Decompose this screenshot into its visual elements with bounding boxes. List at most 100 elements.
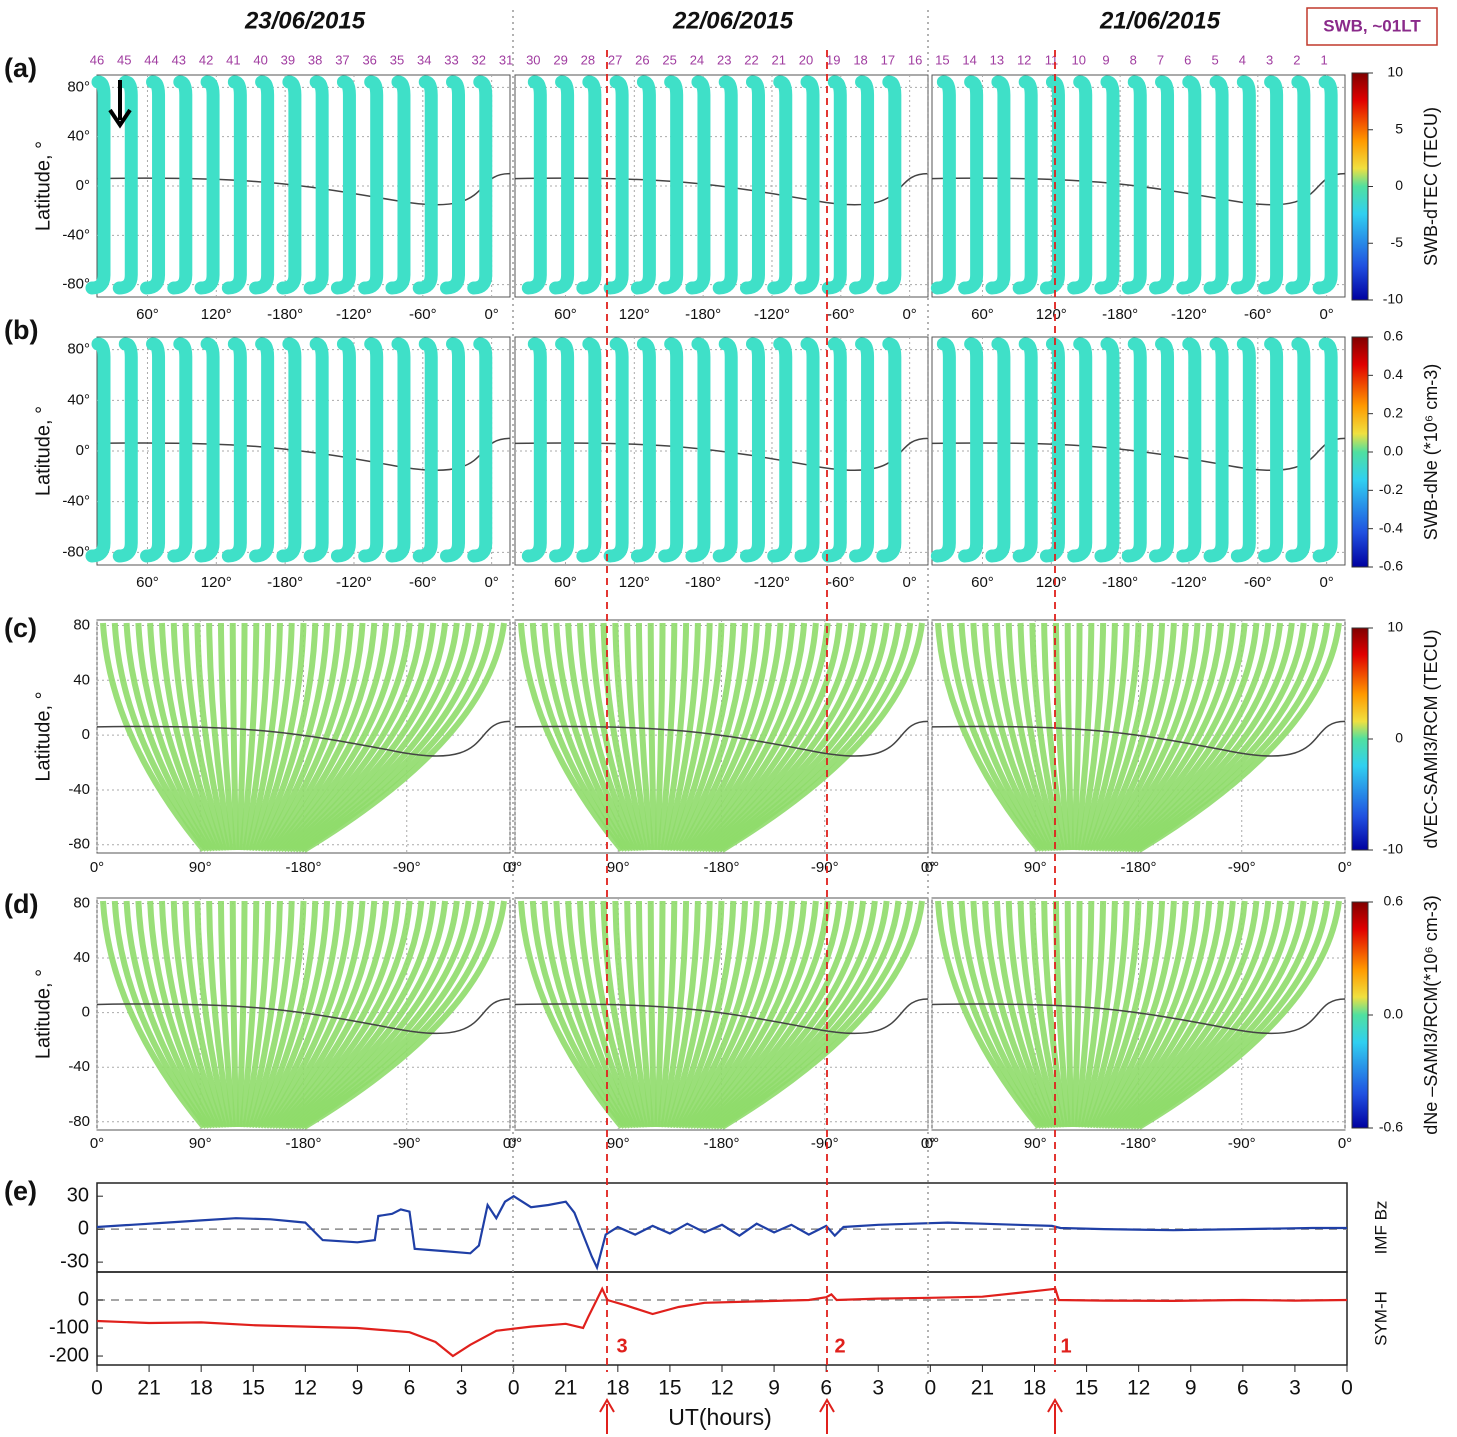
track xyxy=(206,900,234,1128)
track xyxy=(1119,900,1272,1130)
track xyxy=(739,337,765,563)
x-tick-label: 3 xyxy=(1289,1377,1301,1400)
track xyxy=(249,75,275,295)
orbit-number: 16 xyxy=(908,52,922,67)
event-label: 2 xyxy=(834,1335,845,1357)
y-tick-label: -40° xyxy=(62,226,90,243)
track xyxy=(229,900,240,1128)
track xyxy=(663,900,701,1128)
x-tick-label: 0° xyxy=(508,1135,522,1152)
track xyxy=(1080,900,1118,1128)
x-tick-label: 21 xyxy=(971,1377,994,1400)
track xyxy=(1086,900,1142,1129)
x-tick-label: 120° xyxy=(619,306,650,323)
magnetic-equator xyxy=(514,998,929,1035)
pointer-arrow-head xyxy=(108,108,132,129)
track xyxy=(1064,622,1075,851)
colorbar-tick-label: -0.6 xyxy=(1379,558,1403,574)
track xyxy=(100,622,207,852)
track xyxy=(248,622,295,851)
track xyxy=(467,75,493,295)
track xyxy=(112,337,138,563)
x-tick-label: -90° xyxy=(393,1135,421,1152)
track xyxy=(1176,337,1202,563)
track xyxy=(666,622,713,851)
track xyxy=(281,900,425,1130)
track xyxy=(720,622,925,853)
y-axis-label: Latitude, ° xyxy=(32,141,54,231)
track xyxy=(654,900,666,1128)
track xyxy=(1067,75,1093,295)
track xyxy=(821,75,847,295)
track xyxy=(1017,622,1063,851)
track xyxy=(284,900,437,1130)
magnetic-equator xyxy=(96,998,511,1035)
track xyxy=(248,900,295,1128)
track xyxy=(278,900,413,1130)
orbit-number: 23 xyxy=(717,52,731,67)
x-tick-label: 0° xyxy=(925,1135,939,1152)
track xyxy=(1258,337,1284,563)
track xyxy=(245,622,283,851)
track xyxy=(690,900,808,1130)
x-tick-label: 60° xyxy=(136,306,159,323)
orbit-number: 8 xyxy=(1130,52,1137,67)
colorbar-label: dNe –SAMI3/RCM(*10⁶ cm-3) xyxy=(1421,895,1441,1134)
track xyxy=(236,900,248,1128)
track xyxy=(794,337,820,563)
track xyxy=(654,622,666,851)
orbit-number: 36 xyxy=(362,52,376,67)
track xyxy=(1122,622,1284,853)
track xyxy=(1098,900,1189,1129)
y-tick-label: -40 xyxy=(68,781,90,798)
x-tick-label: 9 xyxy=(768,1377,780,1400)
orbit-number: 5 xyxy=(1211,52,1218,67)
track xyxy=(1005,900,1060,1129)
track xyxy=(666,900,713,1128)
track xyxy=(284,622,437,853)
track xyxy=(170,622,225,852)
track xyxy=(287,622,449,853)
track xyxy=(565,622,637,852)
track xyxy=(1285,337,1311,563)
track xyxy=(1098,622,1189,852)
x-tick-label: 0° xyxy=(921,1135,935,1152)
orbit-number: 2 xyxy=(1293,52,1300,67)
track xyxy=(635,900,655,1128)
track xyxy=(946,900,1045,1129)
y-tick-label: 0° xyxy=(76,442,90,459)
orbit-number: 12 xyxy=(1017,52,1031,67)
track xyxy=(467,337,493,563)
x-tick-label: 0° xyxy=(925,859,939,876)
x-tick-label: 90° xyxy=(607,859,630,876)
orbit-number: 44 xyxy=(144,52,158,67)
y-tick-label: 80° xyxy=(67,78,90,95)
track xyxy=(821,337,847,563)
x-tick-label: -180° xyxy=(685,306,721,323)
track xyxy=(276,75,302,295)
orbit-number: 17 xyxy=(881,52,895,67)
track xyxy=(275,622,401,853)
x-tick-label: -60° xyxy=(827,574,855,591)
track xyxy=(330,75,356,295)
track xyxy=(254,622,319,852)
track xyxy=(1101,622,1201,852)
track xyxy=(269,622,378,852)
x-tick-label: -180° xyxy=(267,574,303,591)
colorbar-tick-label: -0.2 xyxy=(1379,481,1403,497)
track xyxy=(958,622,1048,852)
track xyxy=(930,75,956,295)
track xyxy=(660,622,690,851)
track xyxy=(1128,622,1307,853)
orbit-number: 15 xyxy=(935,52,949,67)
track xyxy=(993,900,1057,1129)
track xyxy=(1094,337,1120,563)
orbit-number: 33 xyxy=(444,52,458,67)
track xyxy=(135,622,216,852)
x-tick-label: 6 xyxy=(404,1377,416,1400)
track xyxy=(194,337,220,563)
track xyxy=(385,337,411,563)
map-frame xyxy=(96,74,511,298)
track xyxy=(588,900,643,1129)
